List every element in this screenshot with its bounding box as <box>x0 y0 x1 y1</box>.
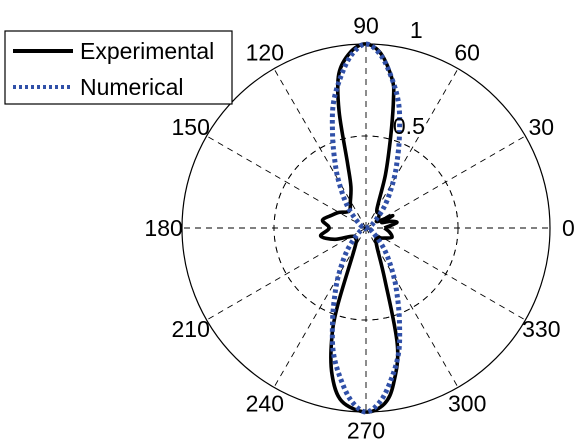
angle-label-60: 60 <box>454 40 480 66</box>
polar-grid <box>181 43 551 413</box>
grid-spoke-150 <box>206 135 367 229</box>
angle-label-0: 0 <box>562 215 575 241</box>
angle-label-330: 330 <box>522 316 560 342</box>
series-line-experimental <box>318 42 400 414</box>
radial-label-1: 1 <box>410 17 423 43</box>
angle-label-240: 240 <box>246 390 284 416</box>
legend-box <box>4 30 233 105</box>
angle-label-30: 30 <box>529 114 555 140</box>
grid-spoke-120 <box>273 68 367 229</box>
angle-label-300: 300 <box>448 390 486 416</box>
angle-label-180: 180 <box>144 215 182 241</box>
series-layer <box>318 41 403 415</box>
grid-ring-inner <box>273 135 459 321</box>
angle-label-210: 210 <box>172 316 210 342</box>
angle-label-270: 270 <box>347 417 385 443</box>
tick-labels: 0 30 60 90 120 150 180 210 240 270 300 330 0.5 1 <box>144 13 574 444</box>
angle-label-120: 120 <box>246 40 284 66</box>
angle-label-150: 150 <box>172 114 210 140</box>
grid-spoke-210 <box>206 227 367 321</box>
series-line-numerical <box>329 41 403 415</box>
legend-label-numerical: Numerical <box>80 74 184 100</box>
grid-spoke-60 <box>365 68 459 229</box>
grid-spoke-300 <box>365 227 459 388</box>
angle-label-90: 90 <box>353 13 379 39</box>
legend-label-experimental: Experimental <box>80 38 214 64</box>
radial-label-0.5: 0.5 <box>393 113 425 139</box>
legend: Experimental Numerical <box>4 30 233 105</box>
